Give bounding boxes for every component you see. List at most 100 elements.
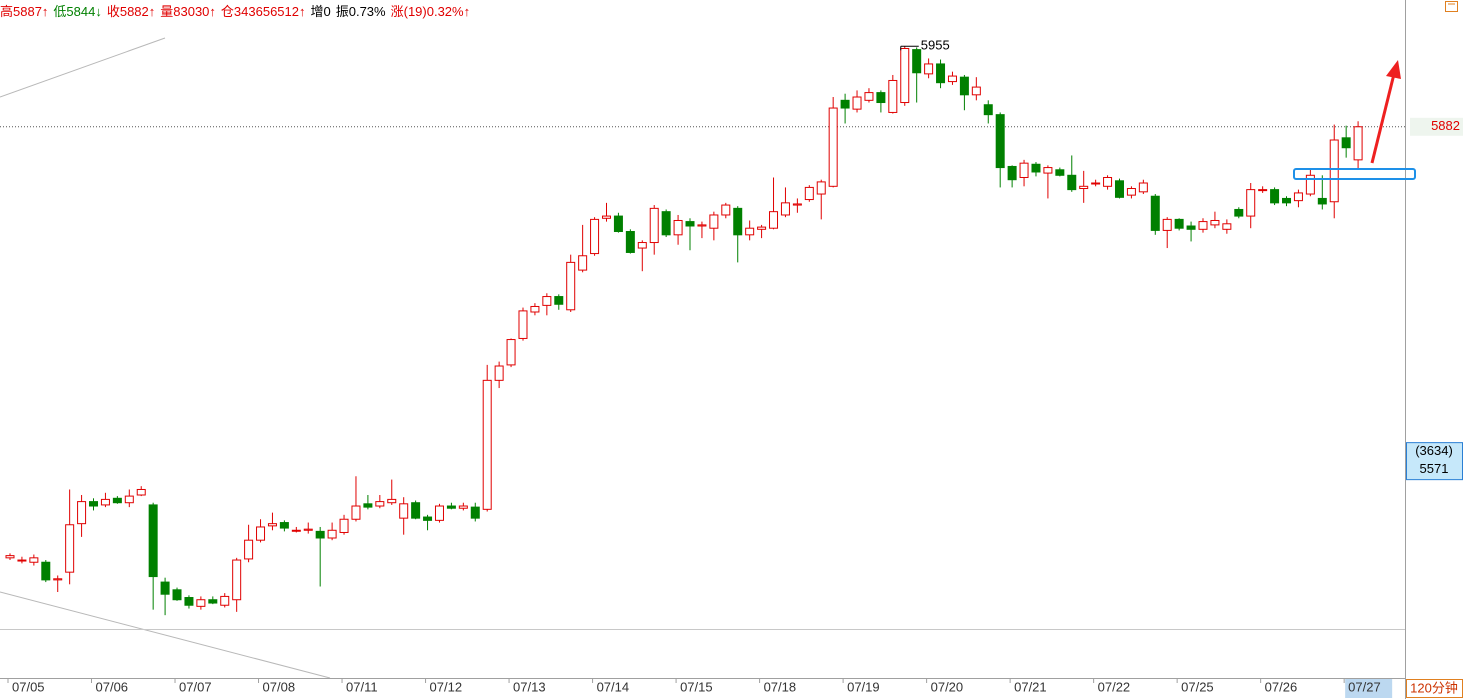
candle-body (303, 528, 313, 531)
candle-body (816, 181, 826, 195)
candle-body (124, 495, 134, 504)
candle-body (983, 104, 993, 116)
x-tick-label: 07/27 (1348, 679, 1381, 694)
candle-body (256, 526, 266, 541)
candle-body (100, 498, 110, 506)
header-item: 增0 (310, 4, 331, 19)
candle-body (136, 488, 146, 496)
candle-body (530, 305, 540, 313)
candle-body (196, 599, 206, 607)
candle-body (864, 92, 874, 101)
candle-body (1234, 208, 1244, 217)
candle-body (876, 92, 886, 104)
candle-body (924, 63, 934, 75)
candle-body (458, 505, 468, 509)
candle-body (1353, 126, 1363, 161)
candle-body (673, 219, 683, 236)
candle-body (351, 505, 361, 520)
candle-body (232, 559, 242, 601)
candle-body (542, 296, 552, 306)
candle-body (888, 79, 898, 113)
candle-body (1258, 189, 1268, 192)
candle-body (1174, 218, 1184, 229)
x-tick-label: 07/13 (513, 679, 546, 694)
candle-body (172, 589, 182, 601)
x-tick-label: 07/18 (764, 679, 797, 694)
last-price-box (1410, 117, 1463, 136)
candle-body (1031, 163, 1041, 173)
candle-body (208, 599, 218, 604)
x-tick-label: 07/26 (1265, 679, 1298, 694)
candle-body (1055, 169, 1065, 176)
candle-body (959, 76, 969, 96)
high-label: 5955 (921, 38, 950, 53)
candle-body (1282, 197, 1292, 204)
candle-body (267, 523, 277, 527)
candle-body (399, 503, 409, 519)
candle-body (554, 296, 564, 305)
header-item: 收5882↑ (106, 4, 156, 19)
candle-body (1114, 180, 1124, 198)
x-tick-label: 07/22 (1098, 679, 1131, 694)
x-tick-label: 07/08 (263, 679, 296, 694)
candle-body (1079, 185, 1089, 190)
candle-body (649, 207, 659, 244)
candle-body (1341, 137, 1351, 149)
x-tick-label: 07/25 (1181, 679, 1214, 694)
candle-body (315, 530, 325, 539)
candle-body (947, 75, 957, 83)
candle-body (936, 63, 946, 84)
candle-body (602, 215, 611, 219)
candle-body (1246, 189, 1256, 217)
header-item: 高5887↑ (0, 4, 49, 19)
candle-body (1317, 197, 1327, 205)
candle-body (1043, 167, 1053, 174)
candle-body (780, 202, 790, 216)
candle-body (29, 557, 39, 563)
candle-body (828, 107, 838, 187)
candle-body (423, 516, 433, 521)
candle-body (804, 186, 814, 201)
candle-body (685, 221, 695, 227)
candle-body (339, 518, 349, 533)
candle-body (220, 595, 230, 606)
cursor-count: (3634) (1415, 443, 1453, 458)
arrow-head (1386, 60, 1401, 79)
candle-body (279, 522, 289, 529)
candle-body (1138, 182, 1148, 193)
x-tick-label: 07/07 (179, 679, 212, 694)
candle-body (971, 86, 981, 96)
candle-body (184, 597, 194, 606)
candle-body (446, 505, 456, 509)
x-tick-label: 07/14 (597, 679, 630, 694)
candle-body (244, 539, 254, 560)
x-tick-label: 07/21 (1014, 679, 1047, 694)
candle-body (757, 226, 767, 230)
trend-line (0, 37, 166, 98)
candle-body (1305, 174, 1315, 195)
window-icon[interactable] (1445, 1, 1458, 12)
candle-body (590, 218, 600, 255)
candle-body (65, 524, 75, 573)
candle-body (112, 497, 122, 504)
x-tick-label: 07/11 (346, 679, 378, 694)
candle-body (494, 365, 504, 381)
candle-body (518, 310, 528, 339)
candle-body (852, 96, 862, 110)
header-item: 低5844↓ (53, 4, 102, 19)
candle-body (1329, 139, 1339, 203)
candle-body (995, 114, 1005, 169)
candle-body (625, 231, 635, 253)
header-item: 仓343656512↑ (220, 4, 306, 19)
candle-body (1270, 189, 1280, 204)
candle-body (291, 529, 301, 532)
period-label: 120分钟 (1410, 680, 1458, 695)
candle-body (148, 504, 158, 578)
period-box (1406, 679, 1463, 698)
candle-body (387, 498, 397, 504)
candle-body (1162, 218, 1172, 231)
x-tick-label: 07/12 (430, 679, 463, 694)
header-item: 涨(19)0.32%↑ (390, 4, 471, 19)
